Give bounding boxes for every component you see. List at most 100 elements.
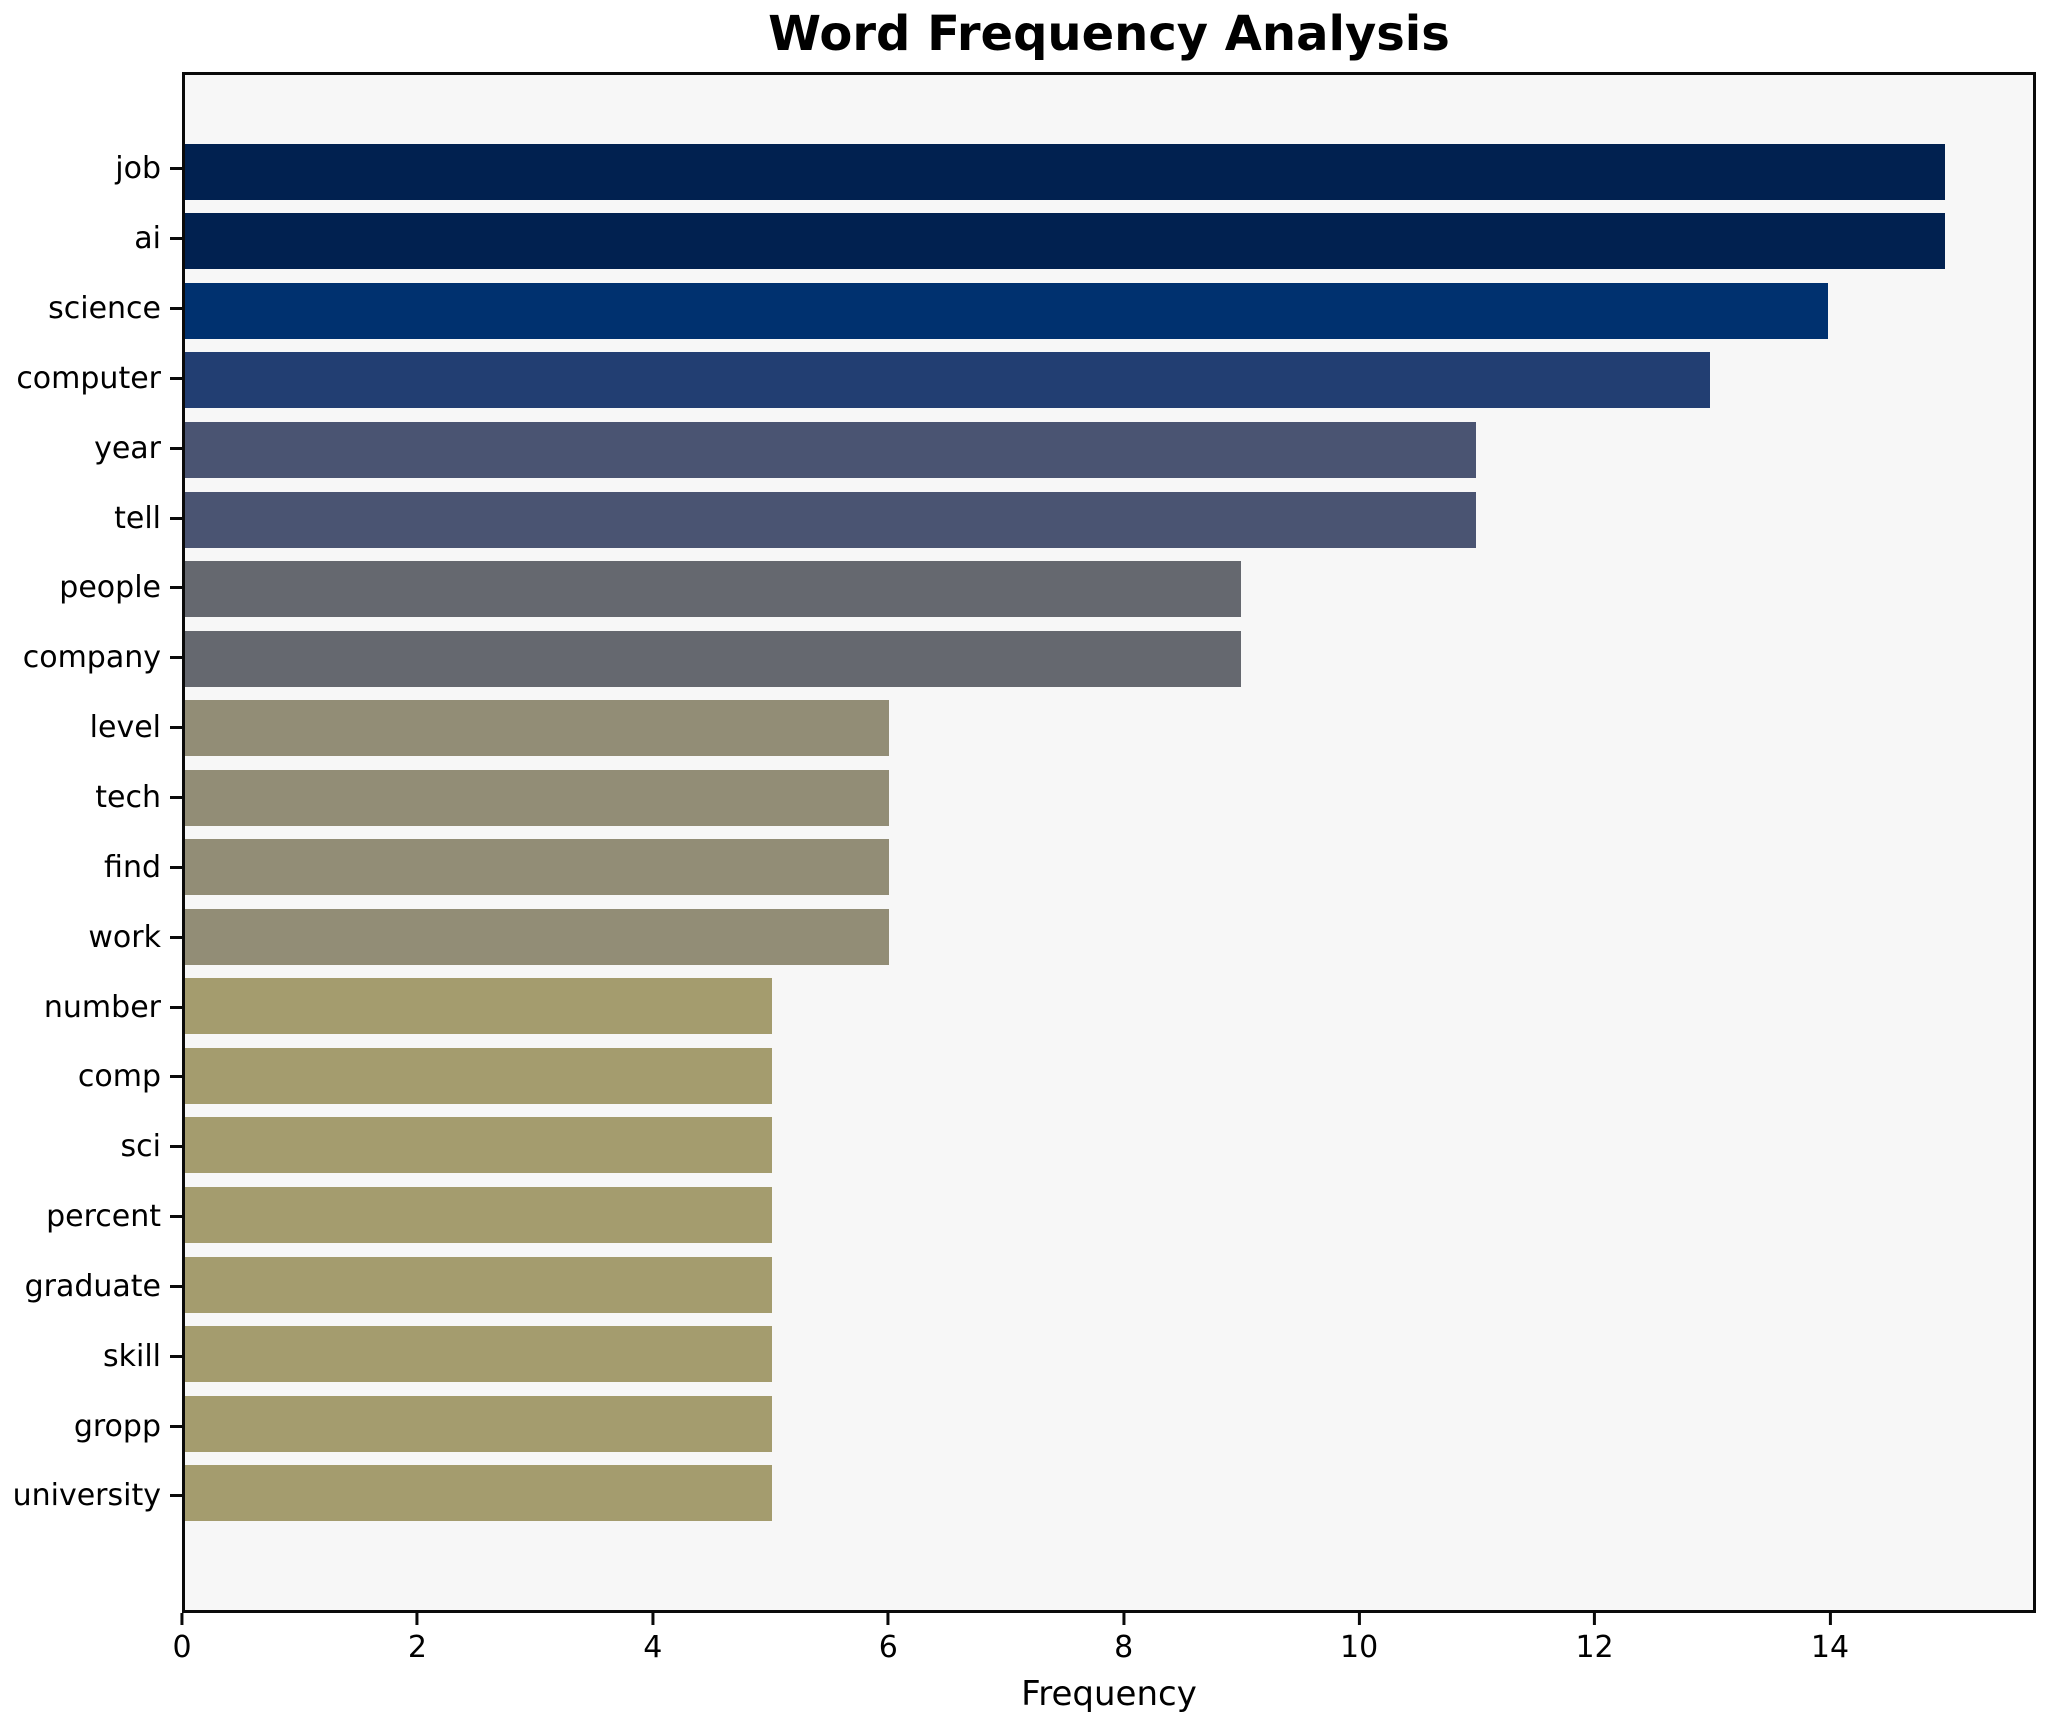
- bar-row: [185, 1250, 2033, 1320]
- x-tick-mark: [180, 1613, 184, 1625]
- x-tick: 2: [408, 1613, 427, 1665]
- x-tick-mark: [1593, 1613, 1597, 1625]
- y-tick-mark: [170, 1354, 182, 1358]
- bar-row: [185, 554, 2033, 624]
- bar: [185, 630, 1241, 687]
- y-tick-row: sci: [0, 1112, 182, 1182]
- y-tick-label: year: [94, 430, 161, 466]
- y-tick-mark: [170, 376, 182, 380]
- y-tick-row: university: [0, 1461, 182, 1531]
- bar-row: [185, 763, 2033, 833]
- y-tick-label: ai: [134, 221, 161, 257]
- bar-row: [185, 415, 2033, 485]
- y-tick-row: tech: [0, 763, 182, 833]
- y-tick-row: number: [0, 972, 182, 1042]
- y-tick-label: computer: [16, 360, 161, 396]
- y-tick-label: tech: [95, 780, 161, 816]
- bar-row: [185, 1458, 2033, 1528]
- y-tick-mark: [170, 1145, 182, 1149]
- y-tick-mark: [170, 237, 182, 241]
- bar-row: [185, 624, 2033, 694]
- y-tick-mark: [170, 516, 182, 520]
- x-tick-label: 2: [407, 1630, 427, 1665]
- bar-row: [185, 276, 2033, 346]
- bar-row: [185, 832, 2033, 902]
- bar-row: [185, 902, 2033, 972]
- x-tick-mark: [651, 1613, 655, 1625]
- y-tick-mark: [170, 1284, 182, 1288]
- y-tick-row: ai: [0, 204, 182, 274]
- y-axis-labels: job ai science computer year tell people…: [0, 72, 182, 1613]
- bar-row: [185, 1041, 2033, 1111]
- y-tick-row: find: [0, 832, 182, 902]
- bar: [185, 352, 1711, 409]
- x-tick-mark: [1828, 1613, 1832, 1625]
- y-tick-mark: [170, 726, 182, 730]
- bars-container: [185, 75, 2033, 1610]
- y-tick-row: skill: [0, 1321, 182, 1391]
- y-tick-row: year: [0, 413, 182, 483]
- x-tick-label: 0: [172, 1630, 192, 1665]
- y-tick-mark: [170, 796, 182, 800]
- bar: [185, 700, 889, 757]
- bar-row: [185, 1389, 2033, 1459]
- x-tick: 0: [172, 1613, 192, 1665]
- y-tick-mark: [170, 1494, 182, 1498]
- y-tick-mark: [170, 656, 182, 660]
- y-tick-mark: [170, 1215, 182, 1219]
- bar: [185, 908, 889, 965]
- y-tick-row: graduate: [0, 1252, 182, 1322]
- bar-row: [185, 485, 2033, 555]
- bar-row: [185, 693, 2033, 763]
- x-tick-label: 10: [1340, 1630, 1379, 1665]
- bar-row: [185, 346, 2033, 416]
- bar: [185, 282, 1828, 339]
- bar: [185, 491, 1476, 548]
- bar-row: [185, 972, 2033, 1042]
- bar: [185, 143, 1945, 200]
- plot-area: [182, 72, 2036, 1613]
- x-tick-label: 14: [1810, 1630, 1850, 1665]
- bar: [185, 769, 889, 826]
- y-tick-label: university: [12, 1478, 161, 1514]
- y-tick-label: graduate: [24, 1268, 161, 1304]
- x-tick-label: 6: [878, 1630, 898, 1665]
- y-tick-label: people: [59, 570, 161, 606]
- bar: [185, 1117, 772, 1174]
- bar-row: [185, 1180, 2033, 1250]
- bar-row: [185, 137, 2033, 207]
- y-tick-mark: [170, 865, 182, 869]
- bar: [185, 1326, 772, 1383]
- x-tick-mark: [1122, 1613, 1126, 1625]
- y-tick-mark: [170, 446, 182, 450]
- y-tick-mark: [170, 1075, 182, 1079]
- bar: [185, 213, 1945, 270]
- bar: [185, 839, 889, 896]
- y-tick-label: job: [115, 151, 161, 187]
- bar: [185, 1256, 772, 1313]
- x-tick: 6: [879, 1613, 898, 1665]
- y-tick-row: gropp: [0, 1391, 182, 1461]
- bar: [185, 561, 1241, 618]
- y-tick-mark: [170, 1424, 182, 1428]
- y-tick-mark: [170, 167, 182, 171]
- x-tick: 8: [1114, 1613, 1133, 1665]
- y-tick-label: gropp: [73, 1408, 161, 1444]
- bar-row: [185, 207, 2033, 277]
- chart-title: Word Frequency Analysis: [768, 6, 1450, 62]
- bar: [185, 1186, 772, 1243]
- y-tick-label: company: [22, 640, 161, 676]
- x-tick: 12: [1575, 1613, 1614, 1665]
- x-tick: 14: [1811, 1613, 1849, 1665]
- x-axis-ticks: 0 2 4 6 8 10 12 14: [172, 1613, 2036, 1683]
- x-tick-label: 8: [1114, 1630, 1134, 1665]
- y-tick-mark: [170, 307, 182, 311]
- bar-row: [185, 1319, 2033, 1389]
- y-tick-mark: [170, 935, 182, 939]
- y-tick-label: find: [104, 849, 161, 885]
- x-tick-mark: [886, 1613, 890, 1625]
- x-tick-mark: [415, 1613, 419, 1625]
- y-tick-label: sci: [120, 1129, 161, 1165]
- bar: [185, 421, 1476, 478]
